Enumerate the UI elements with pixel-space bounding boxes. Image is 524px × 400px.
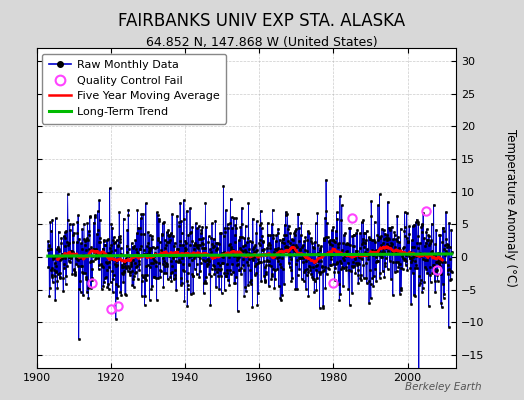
Long-Term Trend bbox=[45, 254, 51, 258]
Five Year Moving Average bbox=[108, 256, 115, 260]
Raw Monthly Data bbox=[45, 248, 51, 253]
Five Year Moving Average bbox=[130, 255, 136, 260]
Long-Term Trend bbox=[414, 252, 420, 256]
Raw Monthly Data bbox=[108, 257, 115, 262]
Y-axis label: Temperature Anomaly (°C): Temperature Anomaly (°C) bbox=[504, 129, 517, 287]
Five Year Moving Average bbox=[360, 252, 366, 257]
Raw Monthly Data bbox=[159, 231, 165, 236]
Raw Monthly Data bbox=[130, 245, 136, 250]
Text: Berkeley Earth: Berkeley Earth bbox=[406, 382, 482, 392]
Long-Term Trend bbox=[449, 252, 455, 256]
Long-Term Trend bbox=[159, 253, 165, 258]
Line: Raw Monthly Data: Raw Monthly Data bbox=[47, 178, 453, 388]
Raw Monthly Data bbox=[323, 177, 329, 182]
Five Year Moving Average bbox=[159, 251, 165, 256]
Five Year Moving Average bbox=[414, 253, 420, 258]
Legend: Raw Monthly Data, Quality Control Fail, Five Year Moving Average, Long-Term Tren: Raw Monthly Data, Quality Control Fail, … bbox=[42, 54, 226, 124]
Text: 64.852 N, 147.868 W (United States): 64.852 N, 147.868 W (United States) bbox=[146, 36, 378, 49]
Long-Term Trend bbox=[130, 253, 136, 258]
Five Year Moving Average bbox=[200, 251, 206, 256]
Long-Term Trend bbox=[360, 252, 366, 257]
Long-Term Trend bbox=[108, 253, 115, 258]
Raw Monthly Data bbox=[361, 263, 367, 268]
Line: Long-Term Trend: Long-Term Trend bbox=[48, 254, 452, 256]
Long-Term Trend bbox=[200, 253, 206, 258]
Raw Monthly Data bbox=[449, 249, 455, 254]
Raw Monthly Data bbox=[414, 246, 421, 251]
Line: Five Year Moving Average: Five Year Moving Average bbox=[57, 246, 443, 263]
Raw Monthly Data bbox=[200, 242, 206, 247]
Raw Monthly Data bbox=[416, 384, 422, 389]
Text: FAIRBANKS UNIV EXP STA. ALASKA: FAIRBANKS UNIV EXP STA. ALASKA bbox=[118, 12, 406, 30]
